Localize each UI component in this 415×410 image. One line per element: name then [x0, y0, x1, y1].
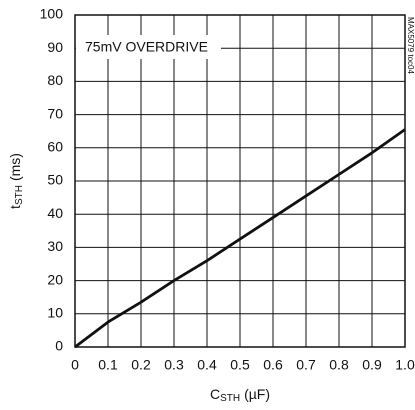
- figure-id: MAX5079 toc04: [406, 17, 415, 74]
- x-axis-label: CSTH (µF): [210, 386, 270, 404]
- x-tick-label: 0.5: [230, 357, 250, 373]
- y-tick-label: 30: [47, 238, 63, 254]
- x-tick-label: 0.7: [296, 357, 316, 373]
- x-label-main: C: [210, 386, 220, 402]
- y-tick-label: 100: [40, 6, 64, 22]
- y-label-sub: STH: [14, 185, 25, 205]
- plot-border: [74, 14, 406, 348]
- annotation-box: [76, 35, 221, 59]
- x-tick-label: 0.6: [263, 357, 283, 373]
- y-axis-label: tSTH (ms): [7, 153, 25, 209]
- annotation: 75mV OVERDRIVE: [85, 39, 208, 55]
- y-tick-label: 60: [47, 139, 63, 155]
- x-tick-label: 1.0: [395, 357, 415, 373]
- y-tick-label: 80: [47, 72, 63, 88]
- x-tick-label: 0.1: [98, 357, 118, 373]
- y-tick-label: 0: [55, 338, 63, 354]
- data-line: [74, 128, 406, 349]
- y-tick-label: 90: [47, 39, 63, 55]
- y-tick-label: 50: [47, 172, 63, 188]
- x-tick-label: 0.4: [197, 357, 217, 373]
- y-tick-label: 20: [47, 271, 63, 287]
- y-label-unit: (ms): [7, 153, 23, 181]
- x-label-unit: (µF): [244, 386, 270, 402]
- x-label-sub: STH: [220, 393, 240, 404]
- y-tick-label: 10: [47, 305, 63, 321]
- y-label-main: t: [7, 205, 23, 209]
- x-tick-label: 0.3: [164, 357, 184, 373]
- x-tick-label: 0: [71, 357, 79, 373]
- x-tick-label: 0.8: [329, 357, 349, 373]
- y-tick-label: 40: [47, 205, 63, 221]
- x-tick-label: 0.9: [362, 357, 382, 373]
- y-tick-label: 70: [47, 105, 63, 121]
- x-tick-label: 0.2: [131, 357, 151, 373]
